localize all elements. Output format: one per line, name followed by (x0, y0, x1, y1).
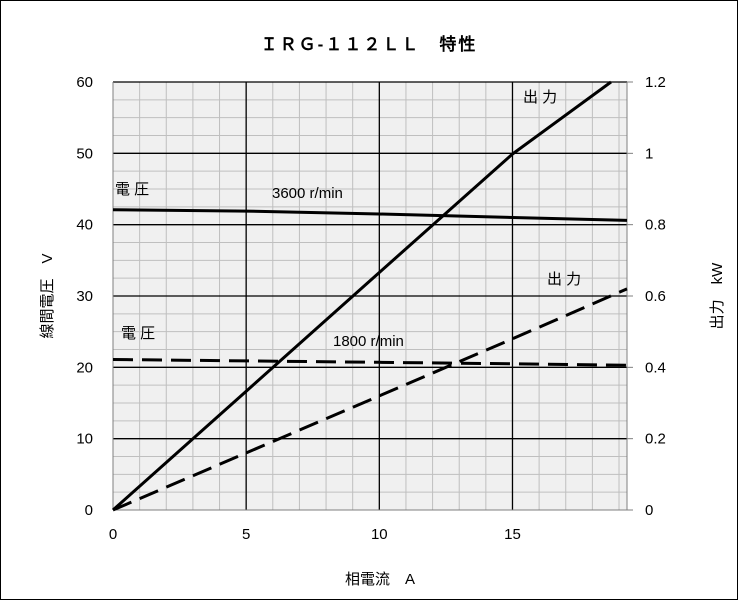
y-tick-label-right: 1.2 (645, 74, 666, 91)
y-tick-label-right: 0 (645, 502, 653, 519)
series-line-voltage-1800 (112, 358, 628, 367)
y-tick-label-left: 0 (85, 502, 93, 519)
y-tick-label-right: 0.2 (645, 431, 666, 448)
chart-title: ＩＲＧ-１１２ＬＬ 特性 (261, 34, 478, 54)
series-group (112, 80, 628, 512)
x-tick-label: 10 (371, 526, 388, 543)
y-tick-label-left: 20 (76, 359, 93, 376)
series-line-power-1800 (112, 287, 628, 512)
series-line-voltage-3600 (112, 208, 628, 222)
y-axis-label-right: 出力 kW (709, 262, 726, 330)
y-tick-label-right: 0.4 (645, 359, 666, 376)
y-tick-label-left: 40 (76, 217, 93, 234)
y-tick-label-right: 0.8 (645, 217, 666, 234)
annotation-voltage-1800: 電 圧 (121, 325, 155, 342)
series-line-power-3600 (112, 80, 612, 512)
annotation-power-3600: 出 力 (523, 89, 557, 106)
annotation-voltage-3600: 電 圧 (115, 181, 149, 198)
annotation-speed-1800: 1800 r/min (333, 333, 404, 350)
y-tick-label-left: 30 (76, 288, 93, 305)
annotation-speed-3600: 3600 r/min (272, 185, 343, 202)
y-axis-label-left: 線間電圧 V (39, 253, 56, 338)
y-tick-label-left: 50 (76, 145, 93, 162)
tick-labels: 0 5 10 15 0 10 20 30 40 50 60 0 0.2 0.4 0.6 0.8 1 1.2 (76, 74, 666, 543)
y-tick-label-right: 1 (645, 145, 653, 162)
y-tick-label-right: 0.6 (645, 288, 666, 305)
x-tick-label: 0 (109, 526, 117, 543)
y-tick-label-left: 10 (76, 431, 93, 448)
x-tick-label: 15 (504, 526, 521, 543)
annotation-power-1800: 出 力 (547, 271, 581, 288)
x-tick-label: 5 (242, 526, 250, 543)
y-tick-label-left: 60 (76, 74, 93, 91)
x-axis-label: 相電流 A (345, 571, 415, 588)
major-grid (112, 81, 633, 511)
